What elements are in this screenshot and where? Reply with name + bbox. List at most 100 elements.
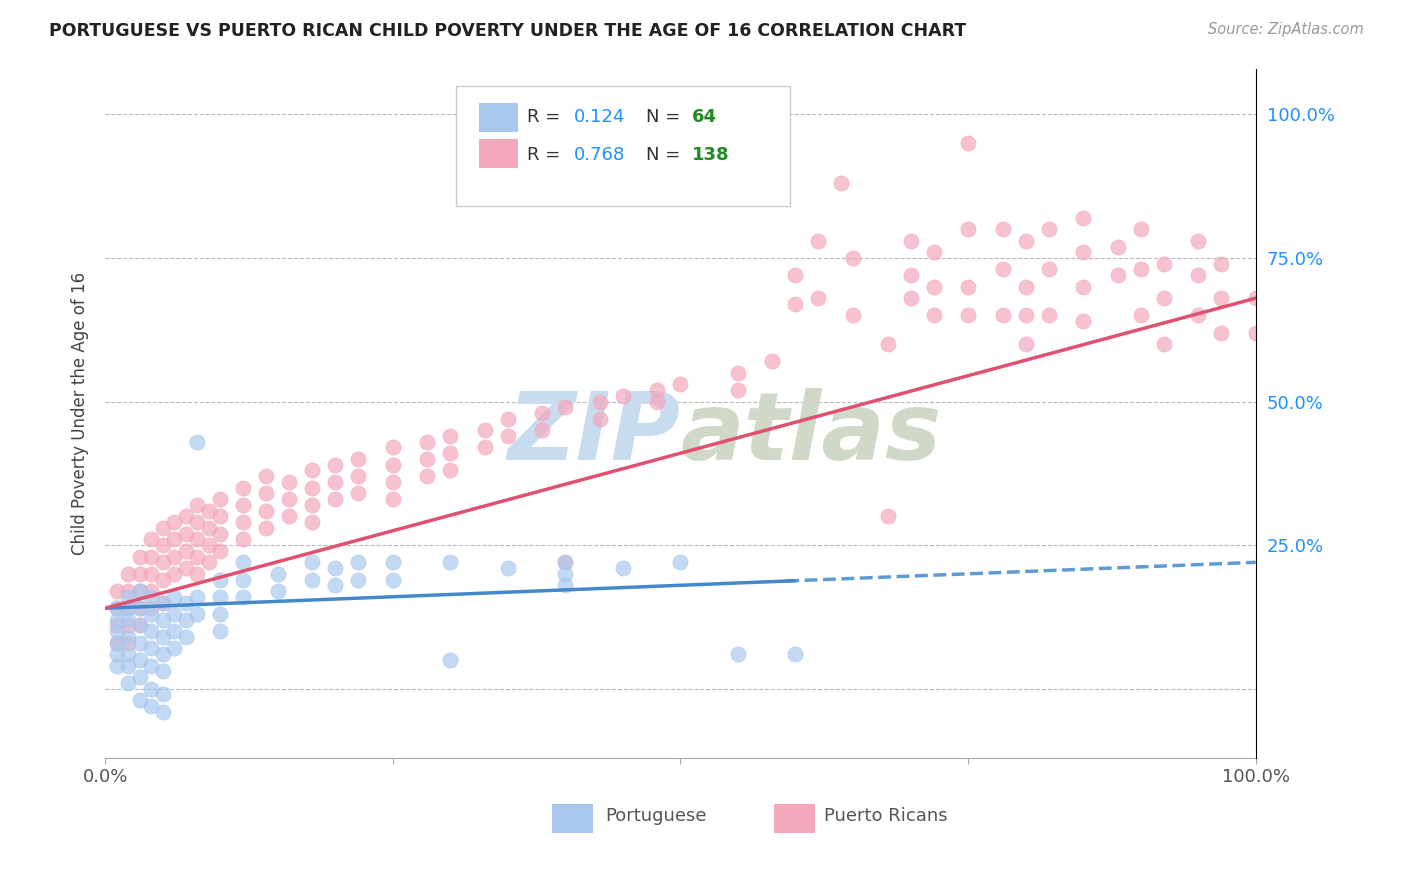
- Point: [1129, 222, 1152, 236]
- Point: [301, 515, 323, 529]
- Point: [117, 566, 139, 581]
- Point: [128, 618, 150, 632]
- Text: N =: N =: [645, 145, 686, 163]
- Point: [647, 383, 669, 397]
- Point: [209, 509, 232, 524]
- Point: [842, 309, 865, 323]
- Point: [117, 647, 139, 661]
- FancyBboxPatch shape: [479, 103, 519, 132]
- Point: [141, 590, 163, 604]
- Point: [1187, 234, 1209, 248]
- Point: [163, 607, 186, 621]
- Point: [323, 561, 346, 575]
- Point: [152, 595, 174, 609]
- Point: [381, 475, 404, 489]
- Point: [1071, 211, 1094, 225]
- Point: [232, 590, 254, 604]
- Point: [186, 515, 208, 529]
- FancyBboxPatch shape: [479, 139, 519, 169]
- Point: [105, 618, 128, 632]
- Text: PORTUGUESE VS PUERTO RICAN CHILD POVERTY UNDER THE AGE OF 16 CORRELATION CHART: PORTUGUESE VS PUERTO RICAN CHILD POVERTY…: [49, 22, 966, 40]
- Text: Puerto Ricans: Puerto Ricans: [824, 807, 948, 825]
- Point: [105, 601, 128, 615]
- Point: [105, 636, 128, 650]
- Point: [1038, 262, 1060, 277]
- Point: [669, 377, 692, 392]
- Point: [186, 590, 208, 604]
- Point: [254, 503, 277, 517]
- Point: [152, 555, 174, 569]
- Point: [323, 475, 346, 489]
- Point: [141, 681, 163, 696]
- Point: [347, 555, 370, 569]
- Point: [439, 555, 461, 569]
- Point: [163, 590, 186, 604]
- Point: [554, 566, 576, 581]
- Point: [957, 136, 980, 150]
- Text: R =: R =: [527, 109, 567, 127]
- Point: [117, 601, 139, 615]
- Point: [1244, 291, 1267, 305]
- Point: [174, 630, 197, 644]
- Text: 0.124: 0.124: [574, 109, 624, 127]
- Point: [785, 268, 807, 283]
- Y-axis label: Child Poverty Under the Age of 16: Child Poverty Under the Age of 16: [72, 271, 89, 555]
- Point: [209, 624, 232, 639]
- Point: [554, 555, 576, 569]
- Point: [163, 533, 186, 547]
- Point: [1038, 309, 1060, 323]
- Text: ZIP: ZIP: [508, 388, 681, 480]
- Point: [117, 601, 139, 615]
- Point: [278, 492, 301, 507]
- Point: [727, 366, 749, 380]
- Point: [957, 279, 980, 293]
- Point: [323, 458, 346, 472]
- Point: [174, 509, 197, 524]
- Point: [531, 406, 554, 420]
- Point: [612, 561, 634, 575]
- Point: [128, 584, 150, 599]
- Point: [141, 698, 163, 713]
- Point: [347, 486, 370, 500]
- Point: [922, 309, 945, 323]
- Point: [1014, 234, 1036, 248]
- Point: [1187, 309, 1209, 323]
- Point: [301, 463, 323, 477]
- Text: atlas: atlas: [681, 388, 942, 480]
- Point: [957, 222, 980, 236]
- Point: [186, 434, 208, 449]
- Point: [669, 555, 692, 569]
- Point: [117, 613, 139, 627]
- Point: [197, 521, 219, 535]
- Point: [117, 676, 139, 690]
- Point: [323, 492, 346, 507]
- Point: [554, 578, 576, 592]
- Point: [105, 584, 128, 599]
- Point: [141, 658, 163, 673]
- Point: [128, 670, 150, 684]
- Text: Portuguese: Portuguese: [606, 807, 707, 825]
- Point: [278, 475, 301, 489]
- Point: [163, 566, 186, 581]
- Text: 0.768: 0.768: [574, 145, 624, 163]
- Point: [105, 624, 128, 639]
- Point: [474, 423, 496, 437]
- Point: [209, 573, 232, 587]
- Point: [727, 383, 749, 397]
- Point: [439, 653, 461, 667]
- Point: [186, 498, 208, 512]
- Point: [301, 555, 323, 569]
- Point: [1153, 291, 1175, 305]
- Point: [381, 492, 404, 507]
- Point: [439, 463, 461, 477]
- Point: [117, 630, 139, 644]
- Point: [347, 469, 370, 483]
- Point: [381, 555, 404, 569]
- Point: [439, 429, 461, 443]
- Point: [174, 613, 197, 627]
- Point: [174, 595, 197, 609]
- Point: [1153, 257, 1175, 271]
- Point: [174, 544, 197, 558]
- Point: [128, 653, 150, 667]
- Point: [152, 613, 174, 627]
